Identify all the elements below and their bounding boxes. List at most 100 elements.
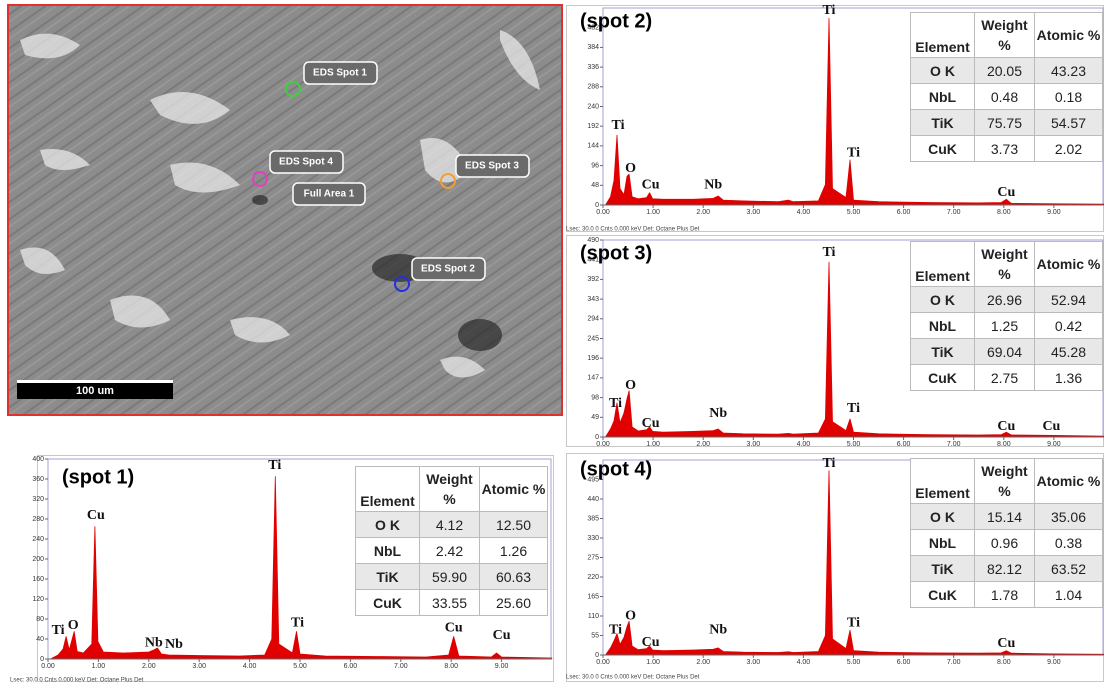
peak-label: Ti (847, 401, 860, 416)
table-cell: 0.96 (974, 529, 1035, 556)
table-cell: 1.36 (1034, 364, 1103, 391)
peak-label: Cu (445, 621, 463, 636)
y-tick-label: 147 (587, 375, 599, 382)
x-tick-label: 1.00 (646, 441, 660, 448)
y-tick-label: 392 (587, 276, 599, 283)
chart-title: (spot 1) (62, 466, 134, 488)
peak-label: Nb (145, 636, 163, 651)
table-cell: 1.25 (974, 312, 1035, 339)
x-tick-label: 9.00 (495, 663, 509, 670)
chart-title: (spot 3) (580, 242, 652, 264)
table-cell: 35.06 (1034, 503, 1103, 530)
x-tick-label: 8.00 (997, 659, 1011, 666)
table-cell: TiK (355, 563, 420, 590)
y-tick-label: 98 (591, 394, 599, 401)
y-tick-label: 343 (587, 296, 599, 303)
x-tick-label: 7.00 (947, 441, 961, 448)
x-tick-label: 0.00 (596, 209, 610, 216)
column-header: Atomic % (1034, 241, 1103, 287)
table-cell: O K (910, 503, 975, 530)
x-tick-label: 6.00 (897, 209, 911, 216)
peak-label: Nb (709, 406, 727, 421)
table-header: Element Weight % Atomic % (910, 241, 1103, 287)
peak-label: Cu (642, 416, 660, 431)
spectrum (50, 476, 553, 660)
table-cell: 3.73 (974, 135, 1035, 162)
x-tick-label: 1.00 (646, 659, 660, 666)
y-tick-label: 0 (40, 656, 44, 663)
peak-label: Nb (165, 637, 183, 652)
spot-label: EDS Spot 3 (465, 161, 519, 172)
x-tick-label: 9.00 (1047, 209, 1061, 216)
x-tick-label: 2.00 (696, 659, 710, 666)
table-cell: 1.04 (1034, 581, 1103, 608)
y-tick-label: 48 (591, 182, 599, 189)
peak-label: O (625, 378, 636, 393)
table-cell: 20.05 (974, 57, 1035, 84)
spectrum (605, 17, 1104, 206)
table-cell: 0.38 (1034, 529, 1103, 556)
y-tick-label: 160 (32, 576, 44, 583)
y-tick-label: 495 (587, 476, 599, 483)
y-tick-label: 440 (587, 496, 599, 503)
table-row: TiK 59.90 60.63 (355, 563, 548, 590)
composition-table: Element Weight % Atomic % O K 26.96 52.94 NbL 1… (910, 241, 1103, 391)
x-tick-label: 1.00 (646, 209, 660, 216)
table-cell: 59.90 (419, 563, 480, 590)
peak-label: Ti (847, 616, 860, 631)
spectrum (605, 470, 1104, 656)
table-row: TiK 75.75 54.57 (910, 109, 1103, 136)
table-cell: 2.42 (419, 537, 480, 564)
spot-markers (252, 81, 456, 292)
y-tick-label: 336 (587, 64, 599, 71)
table-cell: NbL (910, 83, 975, 110)
spot-label: EDS Spot 1 (313, 68, 367, 79)
table-row: CuK 2.75 1.36 (910, 364, 1103, 391)
x-tick-label: 2.00 (696, 441, 710, 448)
peak-label: Ti (847, 146, 860, 161)
x-tick-label: 7.00 (947, 659, 961, 666)
y-tick-label: 360 (32, 476, 44, 483)
x-tick-label: 4.00 (797, 441, 811, 448)
table-cell: O K (355, 511, 420, 538)
table-row: NbL 0.96 0.38 (910, 529, 1103, 556)
peak-label: Ti (822, 3, 835, 18)
table-cell: 60.63 (479, 563, 548, 590)
x-tick-label: 8.00 (997, 209, 1011, 216)
x-tick-label: 7.00 (947, 209, 961, 216)
peak-label: Ti (612, 118, 625, 133)
y-tick-label: 280 (32, 516, 44, 523)
table-cell: TiK (910, 338, 975, 365)
table-row: O K 20.05 43.23 (910, 57, 1103, 84)
footer: Lsec: 30.0 0 Cnts 0.000 keV Det: Octane … (10, 678, 144, 682)
x-tick-label: 5.00 (847, 441, 861, 448)
y-tick-label: 55 (591, 632, 599, 639)
y-tick-label: 192 (587, 123, 599, 130)
y-tick-label: 294 (587, 316, 599, 323)
y-tick-label: 165 (587, 593, 599, 600)
spot-labels: EDS Spot 1 EDS Spot 2 EDS Spot 3 EDS Spo… (269, 61, 530, 281)
y-tick-label: 0 (595, 434, 599, 441)
table-cell: 52.94 (1034, 286, 1103, 313)
y-tick-label: 384 (587, 44, 599, 51)
y-tick-label: 320 (32, 496, 44, 503)
table-row: TiK 69.04 45.28 (910, 338, 1103, 365)
footer: Lsec: 30.0 0 Cnts 0.000 keV Det: Octane … (566, 675, 700, 681)
table-cell: 82.12 (974, 555, 1035, 582)
table-cell: O K (910, 286, 975, 313)
x-tick-label: 7.00 (394, 663, 408, 670)
y-tick-label: 288 (587, 84, 599, 91)
column-header: Weight % (974, 458, 1035, 504)
y-tick-label: 49 (591, 414, 599, 421)
x-tick-label: 9.00 (1047, 659, 1061, 666)
y-tick-label: 240 (32, 536, 44, 543)
y-tick-label: 220 (587, 574, 599, 581)
table-cell: 75.75 (974, 109, 1035, 136)
y-tick-label: 120 (32, 596, 44, 603)
table-cell: NbL (910, 529, 975, 556)
label-box (411, 257, 486, 281)
table-cell: TiK (910, 109, 975, 136)
x-tick-label: 6.00 (897, 659, 911, 666)
table-row: NbL 1.25 0.42 (910, 312, 1103, 339)
